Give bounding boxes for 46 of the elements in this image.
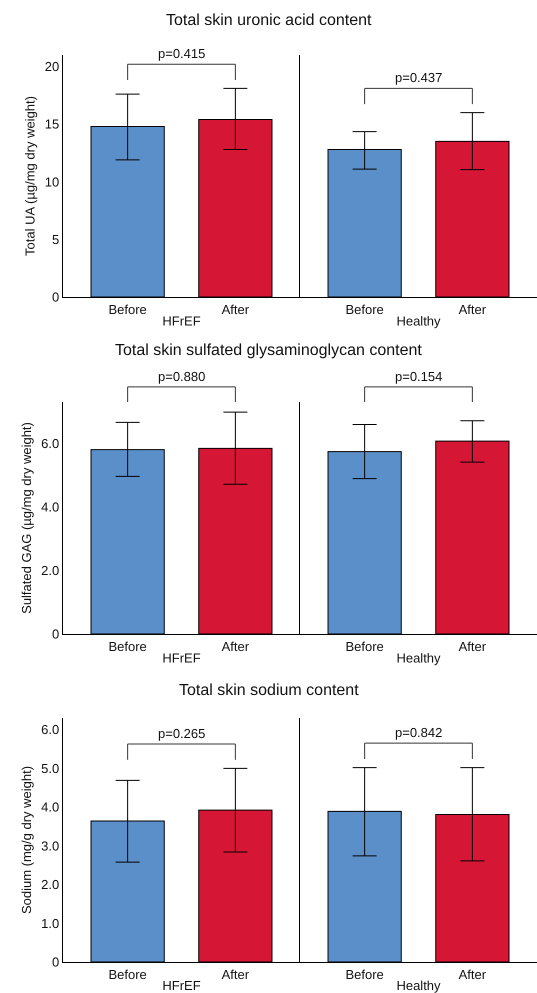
x-tick-label: After (458, 638, 487, 654)
x-tick-label: After (458, 302, 487, 317)
y-axis-title: Sulfated GAG (µg/mg dry weight) (19, 422, 34, 614)
y-tick-label: 6.0 (41, 722, 60, 738)
x-tick-label: Before (108, 966, 147, 982)
annotation: p=0.415 (158, 46, 206, 61)
x-axis-title: Healthy (396, 313, 442, 328)
x-axis-title: Healthy (396, 650, 442, 666)
x-axis-title: Healthy (396, 978, 442, 993)
y-tick-label: 20 (44, 59, 60, 74)
text: p=0.154 (395, 369, 442, 384)
x-tick-label: After (458, 966, 487, 982)
y-tick-label: 5.0 (41, 760, 60, 776)
chart-title: Total skin sodium content (179, 682, 360, 699)
x-tick-label: Before (345, 966, 384, 982)
y-tick-label: 2.0 (41, 562, 60, 578)
chart-title: Total skin uronic acid content (166, 12, 372, 29)
y-tick-label: 6.0 (41, 436, 60, 451)
y-tick-label: 10 (44, 174, 60, 190)
y-tick-label: 0 (52, 954, 60, 970)
text: p=0.880 (158, 369, 206, 384)
y-tick-label: 15 (44, 116, 60, 132)
chart-title: Total skin sulfated glysaminoglycan content (115, 342, 422, 359)
y-tick-label: 1.0 (41, 916, 60, 931)
x-tick-label: After (222, 302, 250, 317)
y-tick-label: 3.0 (41, 838, 60, 854)
x-tick-label: Before (108, 302, 147, 317)
annotation: p=0.437 (395, 70, 442, 85)
x-tick-label: After (222, 638, 250, 654)
x-axis-title: HFrEF (162, 978, 201, 993)
y-tick-label: 0 (52, 626, 60, 642)
annotation: p=0.842 (395, 725, 442, 740)
y-axis-title: Sodium (mg/g dry weight) (19, 766, 34, 914)
x-tick-label: After (222, 966, 250, 982)
x-axis-title: HFrEF (162, 650, 201, 666)
x-tick-label: Before (108, 638, 147, 654)
annotation: p=0.265 (158, 726, 206, 741)
y-tick-label: 4.0 (41, 800, 60, 815)
y-axis-title: Total UA (µg/mg dry weight) (22, 96, 38, 256)
x-tick-label: Before (345, 638, 384, 654)
x-tick-label: Before (345, 302, 384, 317)
y-tick-label: 0 (52, 290, 60, 305)
y-tick-label: 5 (52, 232, 60, 247)
y-tick-label: 4.0 (41, 499, 60, 514)
x-axis-title: HFrEF (162, 313, 201, 328)
y-tick-label: 2.0 (41, 877, 60, 892)
